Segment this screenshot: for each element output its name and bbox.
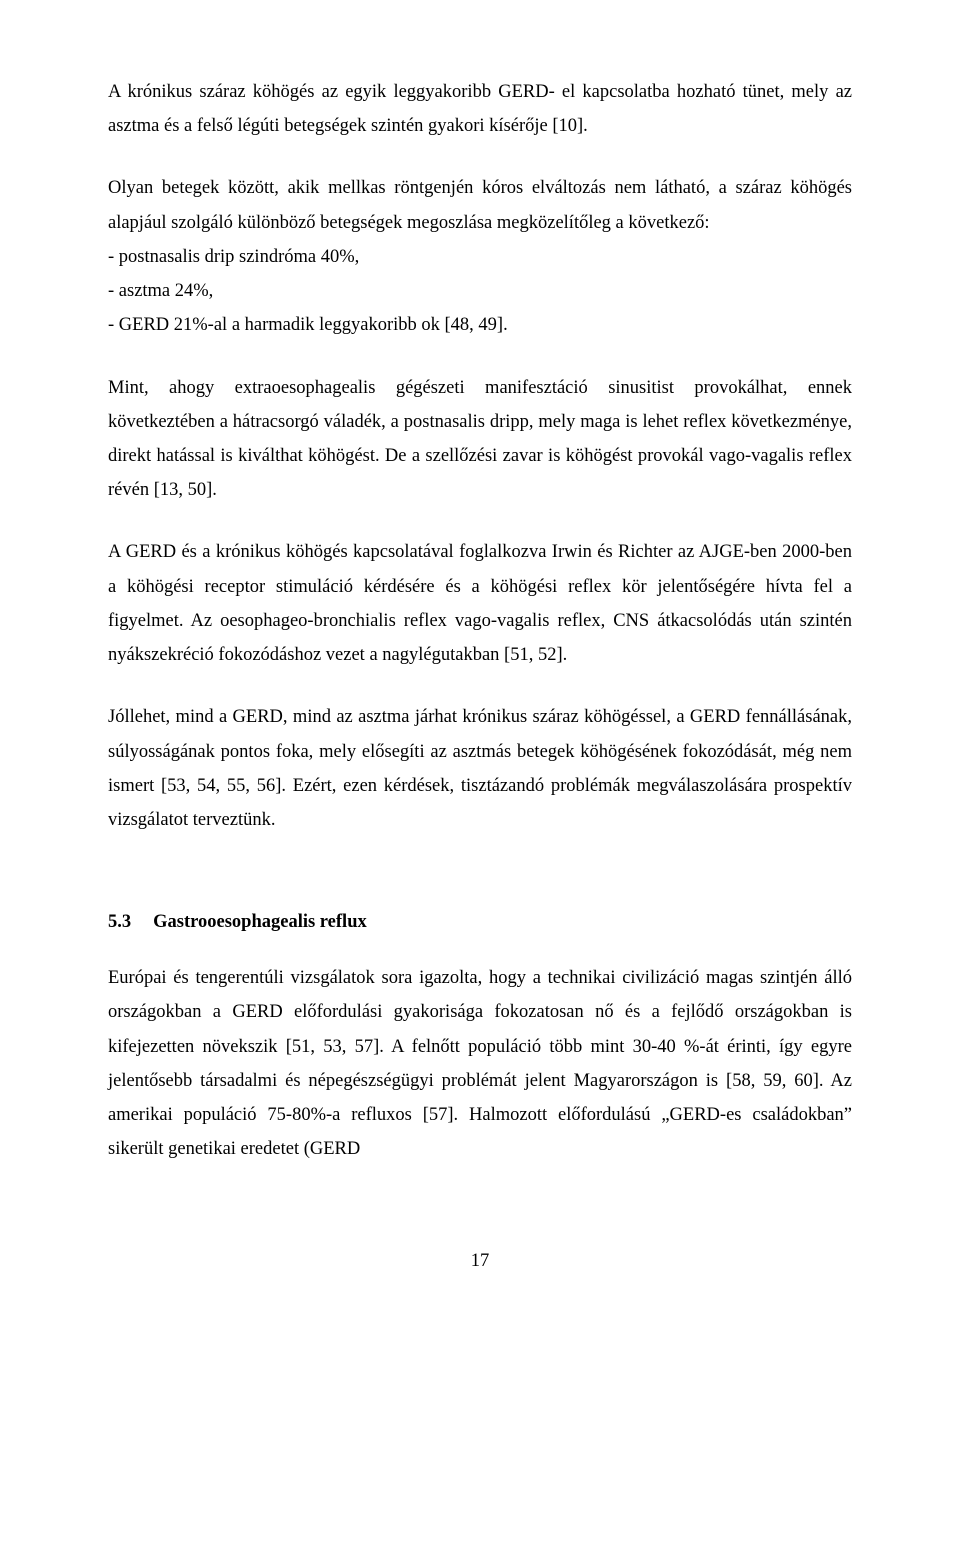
list-item: - postnasalis drip szindróma 40%, — [108, 240, 852, 274]
paragraph-body: Európai és tengerentúli vizsgálatok sora… — [108, 961, 852, 1166]
paragraph-body: A GERD és a krónikus köhögés kapcsolatáv… — [108, 535, 852, 672]
list-intro: Olyan betegek között, akik mellkas röntg… — [108, 171, 852, 239]
list-item: - asztma 24%, — [108, 274, 852, 308]
paragraph-body: Jóllehet, mind a GERD, mind az asztma já… — [108, 700, 852, 837]
section-title: Gastrooesophagealis reflux — [153, 912, 367, 932]
paragraph-intro: A krónikus száraz köhögés az egyik leggy… — [108, 75, 852, 143]
paragraph-body: Mint, ahogy extraoesophagealis gégészeti… — [108, 371, 852, 508]
page-number: 17 — [108, 1251, 852, 1272]
list-item: - GERD 21%-al a harmadik leggyakoribb ok… — [108, 308, 852, 342]
section-number: 5.3 — [108, 912, 131, 933]
section-heading: 5.3 Gastrooesophagealis reflux — [108, 912, 852, 933]
list-block: Olyan betegek között, akik mellkas röntg… — [108, 171, 852, 342]
